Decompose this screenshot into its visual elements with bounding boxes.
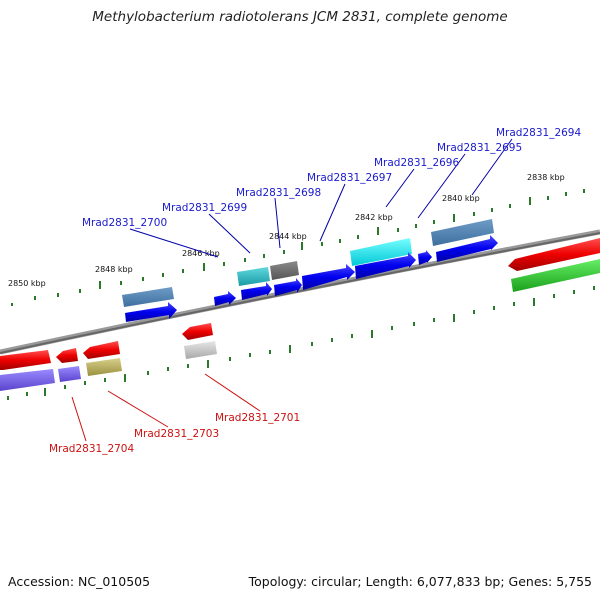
- gene-label-2704[interactable]: Mrad2831_2704: [49, 443, 134, 455]
- gene-2699-box[interactable]: [237, 267, 270, 286]
- upper-leader-lines: [129, 138, 513, 258]
- gene-2701-arrow[interactable]: [182, 323, 213, 340]
- genome-backbone-shade: [0, 232, 600, 354]
- forward-gene-row-top: [122, 219, 494, 307]
- gene-label-2697[interactable]: Mrad2831_2697: [307, 172, 392, 184]
- kbp-label-2846: 2846 kbp: [182, 249, 220, 258]
- forward-gene-row: [125, 235, 498, 322]
- accession-text: Accession: NC_010505: [8, 574, 151, 589]
- gene-2699-arrow[interactable]: [241, 282, 272, 300]
- lower-tick-row: [7, 286, 595, 400]
- gene-2694-box[interactable]: [431, 219, 494, 246]
- gene-2701-box[interactable]: [184, 341, 217, 359]
- gene-2696-arrow[interactable]: [355, 252, 416, 279]
- genome-title: Methylobacterium radiotolerans JCM 2831,…: [92, 9, 508, 25]
- gene-green-right[interactable]: [511, 259, 600, 292]
- gene-2704-arrow[interactable]: [56, 348, 78, 363]
- gene-2695-arrow[interactable]: [418, 250, 432, 265]
- gene-label-2703[interactable]: Mrad2831_2703: [134, 428, 219, 440]
- kbp-label-2842: 2842 kbp: [355, 213, 393, 222]
- gene-label-2701[interactable]: Mrad2831_2701: [215, 412, 300, 424]
- gene-2703-box[interactable]: [86, 358, 122, 376]
- reverse-gene-row: [0, 238, 600, 370]
- gene-label-2696[interactable]: Mrad2831_2696: [374, 157, 459, 169]
- gene-red-right[interactable]: [508, 238, 600, 271]
- gene-red-left[interactable]: [0, 350, 51, 370]
- gene-purple-left[interactable]: [0, 369, 55, 391]
- gene-2698-arrow[interactable]: [274, 278, 302, 296]
- gene-label-2698[interactable]: Mrad2831_2698: [236, 187, 321, 199]
- gene-label-2699[interactable]: Mrad2831_2699: [162, 202, 247, 214]
- kbp-label-2850: 2850 kbp: [8, 279, 46, 288]
- gene-2698-box[interactable]: [270, 261, 299, 280]
- lower-leader-lines: [71, 373, 261, 442]
- kbp-label-2844: 2844 kbp: [269, 232, 307, 241]
- genome-info-text: Topology: circular; Length: 6,077,833 bp…: [248, 574, 592, 589]
- gene-label-2695[interactable]: Mrad2831_2695: [437, 142, 522, 154]
- gene-small-arrow-1[interactable]: [214, 291, 236, 306]
- gene-label-2694[interactable]: Mrad2831_2694: [496, 127, 581, 139]
- gene-2700-arrow[interactable]: [125, 302, 177, 322]
- gene-2700-box[interactable]: [122, 287, 174, 307]
- reverse-gene-row-bottom: [0, 259, 600, 391]
- gene-2704-box[interactable]: [58, 366, 81, 382]
- kbp-label-2848: 2848 kbp: [95, 265, 133, 274]
- gene-2697-arrow[interactable]: [302, 264, 355, 290]
- gene-2694-arrow[interactable]: [436, 235, 498, 262]
- gene-2696-box[interactable]: [350, 238, 412, 266]
- gene-label-2700[interactable]: Mrad2831_2700: [82, 217, 167, 229]
- gene-2703-arrow[interactable]: [83, 341, 120, 359]
- upper-tick-row: [11, 189, 585, 306]
- kbp-label-2838: 2838 kbp: [527, 173, 565, 182]
- kbp-label-2840: 2840 kbp: [442, 194, 480, 203]
